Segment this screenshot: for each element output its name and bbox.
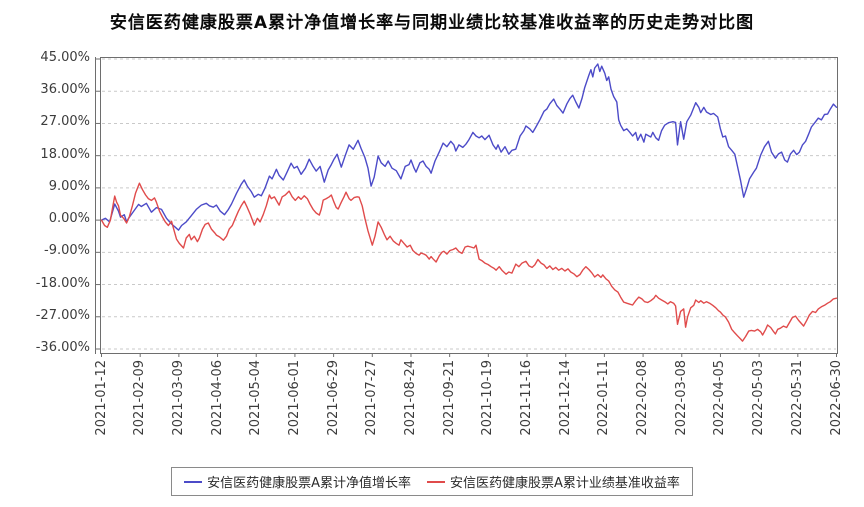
y-axis-line [95, 57, 96, 354]
x-axis-label: 2022-05-31 [789, 360, 805, 436]
y-axis-label: -27.00% [35, 307, 90, 323]
legend-label: 安信医药健康股票A累计净值增长率 [207, 476, 411, 491]
legend-item-benchmark: 安信医药健康股票A累计业绩基准收益率 [427, 472, 680, 491]
legend-label: 安信医药健康股票A累计业绩基准收益率 [450, 476, 680, 491]
y-axis-label: 9.00% [48, 178, 90, 194]
legend-box: 安信医药健康股票A累计净值增长率 安信医药健康股票A累计业绩基准收益率 [171, 467, 693, 496]
x-axis-label: 2022-04-05 [712, 360, 728, 436]
x-axis-label: 2022-01-11 [596, 360, 612, 436]
x-axis-label: 2021-05-04 [248, 360, 264, 436]
y-axis-label: 27.00% [40, 114, 90, 130]
y-axis-label: 18.00% [40, 146, 90, 162]
x-axis-label: 2021-03-09 [170, 360, 186, 436]
y-axis-label: 45.00% [40, 50, 90, 65]
legend: 安信医药健康股票A累计净值增长率 安信医药健康股票A累计业绩基准收益率 [0, 467, 864, 496]
series-line-nav-growth [100, 63, 838, 231]
chart-title: 安信医药健康股票A累计净值增长率与同期业绩比较基准收益率的历史走势对比图 [109, 13, 755, 33]
x-axis-label: 2021-07-27 [364, 360, 380, 436]
y-axis-label: -36.00% [35, 340, 90, 355]
y-axis-label: 36.00% [40, 82, 90, 98]
y-axis-label: -9.00% [44, 243, 90, 259]
x-axis-label: 2021-04-06 [209, 360, 225, 436]
x-axis-label: 2022-03-08 [673, 360, 689, 436]
x-axis-label: 2021-08-24 [402, 360, 418, 436]
x-axis-label: 2021-06-29 [325, 360, 341, 436]
x-axis-label: 2022-02-08 [635, 360, 651, 436]
x-axis-label: 2021-12-14 [557, 360, 573, 436]
legend-line-swatch [184, 480, 203, 483]
x-axis-label: 2021-10-19 [480, 360, 496, 436]
x-axis-label: 2021-02-09 [132, 360, 148, 436]
y-axis-label: -18.00% [35, 275, 90, 291]
legend-line-swatch [427, 480, 445, 483]
legend-item-nav-growth: 安信医药健康股票A累计净值增长率 [184, 472, 411, 491]
x-axis-label: 2022-05-03 [751, 360, 767, 436]
plot-canvas [95, 58, 838, 357]
x-axis-label: 2021-01-12 [93, 360, 109, 436]
x-axis-label: 2021-09-21 [441, 360, 457, 436]
y-axis-label: 0.00% [48, 211, 90, 227]
x-axis-label: 2021-06-01 [286, 360, 302, 436]
x-axis-label: 2021-11-16 [519, 360, 535, 436]
x-axis-label: 2022-06-30 [828, 360, 844, 436]
plot-area [95, 57, 838, 357]
series-line-benchmark [100, 182, 838, 342]
